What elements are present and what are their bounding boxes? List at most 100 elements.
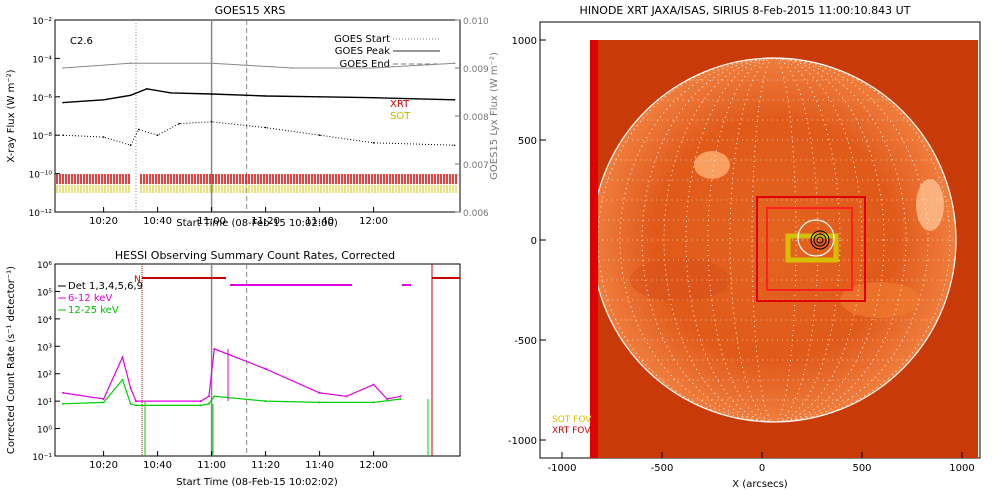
goes-ytick-label: 10⁻¹² [29, 209, 53, 219]
hessi-data-point [207, 395, 210, 398]
hessi-ytick-label: 10¹ [37, 398, 52, 408]
goes-data-point [129, 62, 132, 64]
hessi-ticks: 10:20 10:40 11:00 11:20 11:40 12:00 10⁻¹ 10⁰ 10¹… [32, 261, 388, 471]
goes-data-point [318, 134, 321, 136]
goes-series [56, 20, 457, 212]
hessi-series-line [63, 348, 401, 402]
hessi-legend: Det 1,3,4,5,6,9 6-12 keV 12-25 keV [58, 281, 143, 316]
hessi-xtick-label: 10:40 [143, 460, 172, 471]
goes-data-point [210, 62, 213, 64]
goes-xtick-label: 12:00 [359, 216, 388, 227]
goes-xrt-label: XRT [390, 99, 410, 110]
hessi-series-line [63, 378, 401, 406]
hessi-data-point [62, 391, 65, 394]
hessi-data-point [199, 400, 202, 403]
longitude-line [597, 57, 951, 423]
hessi-data-point [264, 400, 267, 403]
goes-data-point [453, 98, 456, 101]
goes-xtick-label: 10:40 [143, 216, 172, 227]
xrt-image [590, 40, 978, 458]
goes-xtick-label: 11:00 [197, 216, 226, 227]
hessi-data-point [399, 395, 402, 398]
goes-data-point [372, 67, 375, 69]
goes-data-point [62, 67, 64, 69]
hessi-ytick-label: 10⁵ [37, 288, 52, 298]
goes-y2tick-label: 0.007 [463, 161, 489, 171]
xrt-title: HINODE XRT JAXA/ISAS, SIRIUS 8-Feb-2015 … [580, 4, 911, 17]
xrt-axis-ticks: -1000 -500 0 500 1000 1000 500 0 -500 -1000 [508, 36, 975, 474]
goes-ylabel: X-ray Flux (W m⁻²) [6, 69, 17, 162]
legend-goes-peak: GOES Peak [335, 46, 390, 57]
goes-data-point [210, 120, 213, 123]
goes-ytick-label: 10⁻⁶ [32, 94, 52, 104]
xrt-ytick-label: 500 [518, 136, 537, 147]
goes-ytick-label: 10⁻¹⁰ [29, 171, 53, 181]
hessi-data-point [399, 397, 402, 400]
xrt-xtick-label: -500 [651, 463, 674, 474]
xrt-xtick-label: 500 [852, 463, 871, 474]
goes-data-point [372, 142, 375, 144]
goes-ytick-label: 10⁻⁴ [32, 55, 52, 65]
hessi-ytick-label: 10⁴ [37, 316, 52, 326]
xrt-ytick-label: -500 [514, 336, 537, 347]
hessi-data-point [372, 401, 375, 404]
goes-data-point [62, 101, 64, 104]
goes-ticks: 10:20 10:40 11:00 11:20 11:40 12:00 10⁻¹² 10⁻¹⁰… [29, 17, 489, 227]
goes-series-line [63, 62, 455, 69]
goes-y2tick-label: 0.010 [463, 17, 489, 27]
goes-class-label: C2.6 [70, 36, 93, 47]
fov-boxes [756, 196, 866, 302]
goes-data-point [129, 94, 132, 97]
goes-data-point [146, 88, 148, 90]
hessi-data-point [102, 397, 105, 400]
hessi-data-point [207, 402, 210, 405]
hessi-xtick-label: 11:00 [197, 460, 226, 471]
goes-xlabel: Start Time (08-Feb-15 10:02:00) [176, 218, 338, 229]
goes-data-point [291, 67, 294, 69]
goes-data-point [264, 126, 267, 129]
goes-data-point [137, 128, 140, 131]
goes-data-point [453, 144, 456, 147]
hessi-xlabel: Start Time (08-Feb-15 10:02:02) [176, 477, 338, 488]
xrt-xtick-label: 1000 [949, 463, 974, 474]
hessi-data-point [372, 383, 375, 386]
hessi-ytick-label: 10⁰ [37, 426, 52, 436]
hessi-data-point [386, 397, 389, 400]
goes-data-point [264, 95, 267, 97]
longitude-line [641, 57, 907, 423]
hessi-data-point [318, 401, 321, 404]
hessi-ytick-label: 10² [37, 371, 52, 381]
xrt-ytick-label: 0 [531, 236, 537, 247]
goes-data-point [129, 144, 132, 147]
xrt-ytick-label: 1000 [512, 36, 537, 47]
hessi-xtick-label: 10:20 [89, 460, 118, 471]
hessi-data-point [213, 395, 216, 398]
goes-panel: GOES15 XRS C2.6 GOES Start GOES Peak GOE… [6, 4, 500, 229]
hessi-ytick-label: 10⁶ [37, 261, 52, 271]
hessi-xtick-label: 11:20 [251, 460, 280, 471]
hessi-plot-frame [54, 263, 461, 457]
hessi-xtick-label: 12:00 [359, 460, 388, 471]
goes-ytick-label: 10⁻⁸ [32, 132, 52, 142]
legend-6-12-kev: 6-12 keV [68, 293, 112, 304]
hessi-ytick-label: 10³ [37, 343, 52, 353]
hessi-data-point [345, 395, 348, 398]
goes-data-point [62, 134, 64, 136]
hessi-data-point [121, 378, 124, 381]
xrt-fov-box [756, 196, 866, 302]
goes-data-point [210, 93, 213, 95]
goes-y2label: GOES15 Lyx Flux (W m⁻²) [489, 52, 500, 180]
xrt-fov-label: XRT FOV [552, 426, 591, 436]
hessi-xtick-label: 11:40 [305, 460, 334, 471]
legend-detectors: Det 1,3,4,5,6,9 [68, 281, 143, 292]
hessi-data-point [213, 347, 216, 350]
hessi-data-point [318, 391, 321, 394]
goes-y2tick-label: 0.006 [463, 209, 489, 219]
goes-xtick-label: 11:40 [305, 216, 334, 227]
hessi-data-point [264, 367, 267, 370]
xrt-ytick-label: -1000 [508, 436, 537, 447]
goes-series-line [63, 88, 455, 104]
longitude-line [663, 57, 885, 423]
hessi-ylabel: Corrected Count Rate (s⁻¹ detector⁻¹) [6, 266, 17, 454]
goes-data-point [102, 136, 105, 138]
